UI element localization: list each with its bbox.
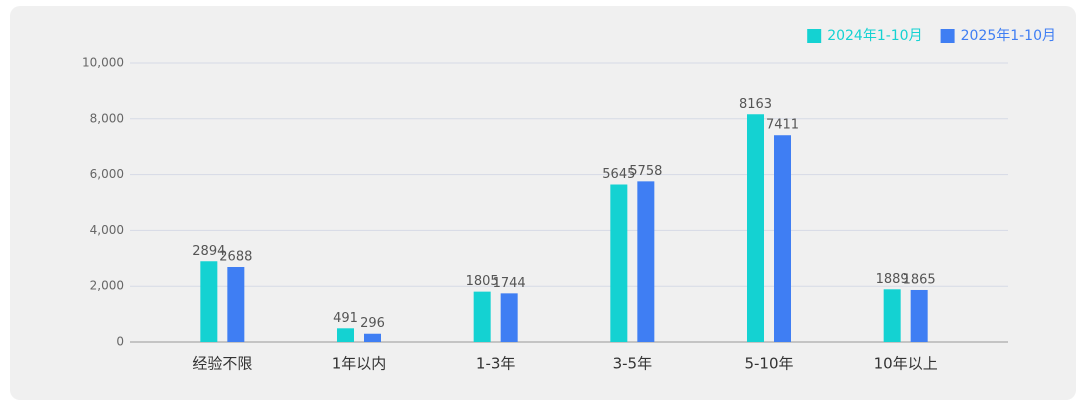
- bar: [610, 184, 628, 342]
- x-tick-label: 1-3年: [476, 355, 516, 373]
- y-tick-label: 0: [116, 335, 124, 349]
- bar: [500, 293, 518, 342]
- y-tick-label: 4,000: [90, 223, 124, 237]
- bar: [637, 181, 655, 342]
- legend-label: 2024年1-10月: [827, 28, 922, 44]
- value-label: 7411: [766, 118, 799, 133]
- x-tick-label: 5-10年: [744, 355, 793, 373]
- value-label: 491: [333, 311, 358, 326]
- legend-swatch: [807, 29, 822, 43]
- value-label: 5758: [629, 164, 662, 179]
- bar: [200, 261, 218, 342]
- value-label: 1865: [903, 272, 936, 287]
- value-label: 1805: [466, 274, 499, 289]
- y-tick-label: 2,000: [90, 279, 124, 293]
- x-tick-label: 经验不限: [192, 355, 252, 373]
- bar: [473, 291, 491, 342]
- bar: [337, 328, 354, 342]
- bar: [364, 333, 381, 342]
- value-label: 296: [360, 316, 385, 331]
- value-label: 5645: [602, 167, 635, 182]
- bar: [910, 289, 928, 342]
- legend-label: 2025年1-10月: [961, 28, 1056, 44]
- value-label: 2688: [219, 250, 252, 265]
- y-tick-label: 6,000: [90, 167, 124, 181]
- x-tick-label: 3-5年: [613, 355, 653, 373]
- y-tick-label: 10,000: [82, 56, 124, 70]
- bar: [883, 289, 901, 342]
- x-tick-label: 1年以内: [332, 355, 387, 373]
- bar: [774, 135, 791, 342]
- value-label: 8163: [739, 97, 772, 112]
- value-label: 2894: [192, 244, 225, 259]
- bar: [747, 114, 764, 343]
- panel: [10, 6, 1076, 400]
- value-label: 1889: [876, 272, 909, 287]
- y-tick-label: 8,000: [90, 111, 124, 125]
- bar: [227, 267, 245, 342]
- x-tick-label: 10年以上: [874, 355, 938, 373]
- legend-swatch: [940, 29, 955, 43]
- value-label: 1744: [493, 276, 526, 291]
